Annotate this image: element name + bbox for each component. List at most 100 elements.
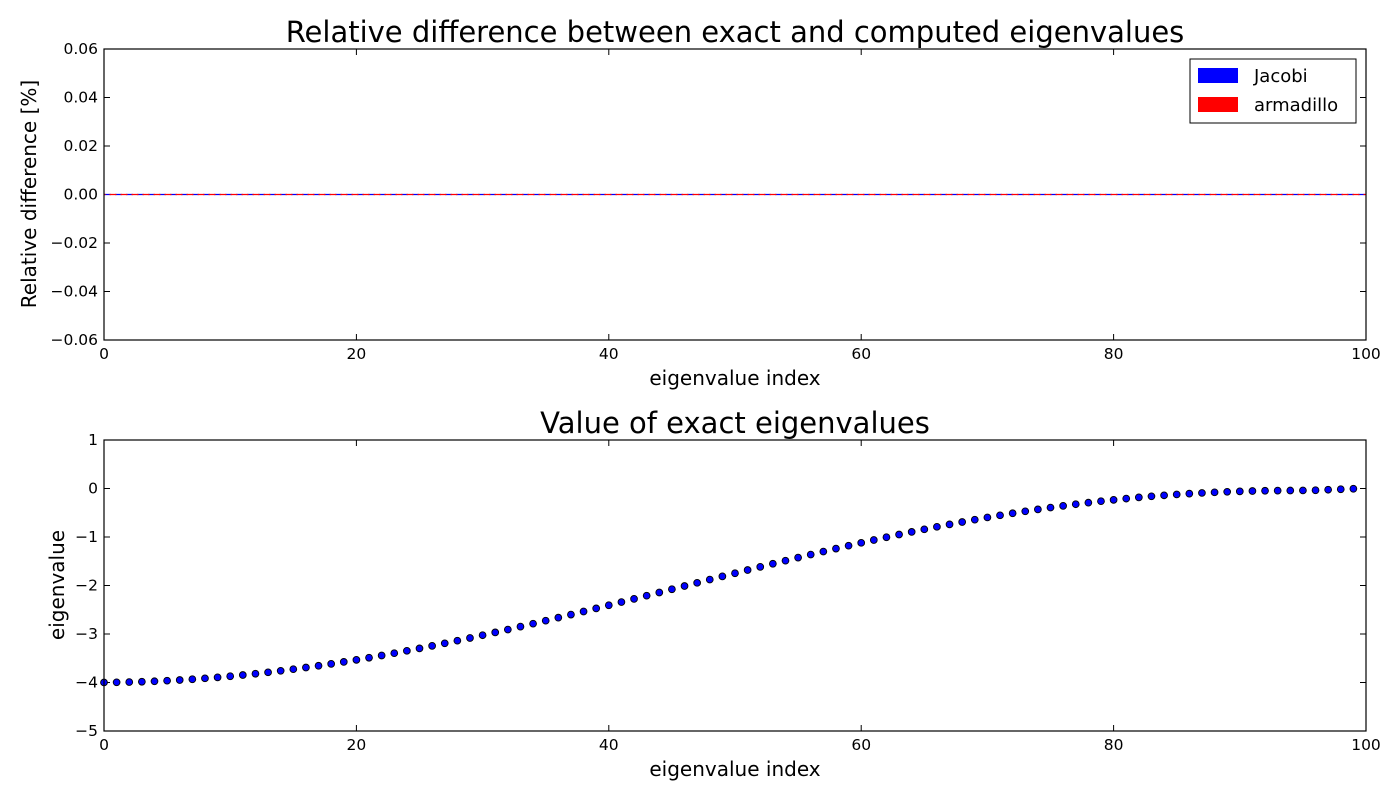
legend: Jacobi armadillo [1189, 58, 1357, 124]
data-point [668, 585, 676, 594]
y-tick-label: −4 [75, 674, 98, 692]
data-point [440, 639, 449, 648]
data-point [478, 631, 487, 640]
x-tick-labels: 0 20 40 60 80 100 [99, 736, 1381, 754]
chart-title: Relative difference between exact and co… [286, 15, 1185, 49]
y-tick-label: 0.06 [63, 40, 98, 58]
data-point [453, 636, 462, 645]
data-point [1046, 503, 1055, 512]
data-point [832, 544, 840, 553]
x-axis-label: eigenvalue index [649, 757, 820, 781]
data-point [743, 566, 752, 574]
data-point [693, 578, 701, 587]
data-point [1248, 487, 1257, 495]
y-tick-label: 1 [88, 431, 98, 449]
data-point [554, 613, 563, 622]
data-point [592, 604, 601, 613]
x-tick-label: 100 [1351, 736, 1381, 754]
data-point [302, 663, 310, 672]
data-point [642, 591, 651, 600]
y-tick-label: 0.00 [63, 186, 98, 204]
data-point [1299, 486, 1307, 495]
plot-frame [103, 48, 1367, 341]
x-tick-labels: 0 20 40 60 80 100 [99, 345, 1381, 363]
x-tick-label: 20 [347, 345, 367, 363]
data-point [503, 625, 512, 634]
data-point [365, 653, 373, 662]
relative-difference-chart: Relative difference between exact and co… [17, 15, 1381, 390]
data-point [718, 572, 727, 581]
legend-label-armadillo: armadillo [1254, 95, 1338, 116]
data-point [1172, 490, 1181, 499]
scatter-points [100, 484, 1358, 687]
x-tick-label: 0 [99, 736, 109, 754]
data-point [579, 607, 588, 616]
data-point [1185, 489, 1194, 498]
data-point [1223, 487, 1232, 496]
data-point [907, 528, 916, 536]
x-tick-label: 100 [1351, 345, 1381, 363]
data-point [604, 601, 613, 610]
data-point [390, 649, 399, 658]
y-tick-label: −2 [75, 577, 98, 595]
legend-label-jacobi: Jacobi [1253, 66, 1308, 87]
data-point [769, 559, 777, 568]
data-point [112, 678, 121, 687]
y-tick-label: −3 [75, 625, 98, 643]
data-point [1122, 494, 1131, 503]
data-point [516, 622, 525, 631]
data-point [163, 676, 171, 685]
data-point [1071, 500, 1080, 509]
y-tick-label: −0.04 [51, 283, 99, 301]
data-point [1021, 507, 1030, 516]
y-tick-labels: 0.06 0.04 0.02 0.00 −0.02 −0.04 −0.06 [51, 40, 99, 349]
data-point [352, 656, 361, 664]
data-point [794, 553, 802, 562]
data-point [1134, 493, 1143, 502]
data-point [996, 511, 1004, 520]
data-point [882, 533, 891, 542]
data-point [1336, 485, 1345, 494]
data-point [857, 538, 866, 547]
y-tick-label: −5 [75, 722, 98, 740]
data-point [844, 541, 853, 550]
data-point [1210, 488, 1219, 497]
data-point [970, 515, 979, 524]
legend-swatch-jacobi [1198, 68, 1238, 83]
exact-eigenvalues-chart: Value of exact eigenvalues eigenvalue in… [45, 406, 1381, 781]
data-point [238, 671, 247, 679]
chart-title: Value of exact eigenvalues [540, 406, 930, 440]
data-point [617, 598, 626, 606]
data-point [958, 518, 967, 526]
data-point [276, 666, 285, 675]
data-point [806, 550, 815, 559]
x-tick-label: 60 [851, 345, 871, 363]
data-point [415, 644, 424, 653]
data-point [1084, 498, 1093, 507]
x-tick-label: 80 [1104, 736, 1124, 754]
data-point [339, 658, 348, 666]
y-tick-label: 0.02 [63, 137, 98, 155]
data-point [819, 547, 828, 556]
data-point [1286, 486, 1295, 495]
data-point [895, 530, 903, 539]
x-tick-label: 20 [347, 736, 367, 754]
data-point [150, 677, 159, 686]
data-point [1261, 486, 1269, 495]
x-axis-label: eigenvalue index [649, 366, 820, 390]
data-point [188, 675, 197, 684]
data-point [1059, 502, 1067, 510]
data-point [466, 634, 474, 642]
data-point [428, 642, 436, 650]
y-tick-label: −0.06 [51, 331, 99, 349]
data-point [289, 665, 298, 674]
data-point [327, 660, 336, 668]
data-point [1311, 486, 1320, 495]
legend-swatch-armadillo [1198, 97, 1238, 112]
y-tick-labels: 1 0 −1 −2 −3 −4 −5 [75, 431, 98, 740]
data-point [377, 651, 386, 660]
data-point [945, 520, 954, 529]
data-point [264, 668, 272, 677]
